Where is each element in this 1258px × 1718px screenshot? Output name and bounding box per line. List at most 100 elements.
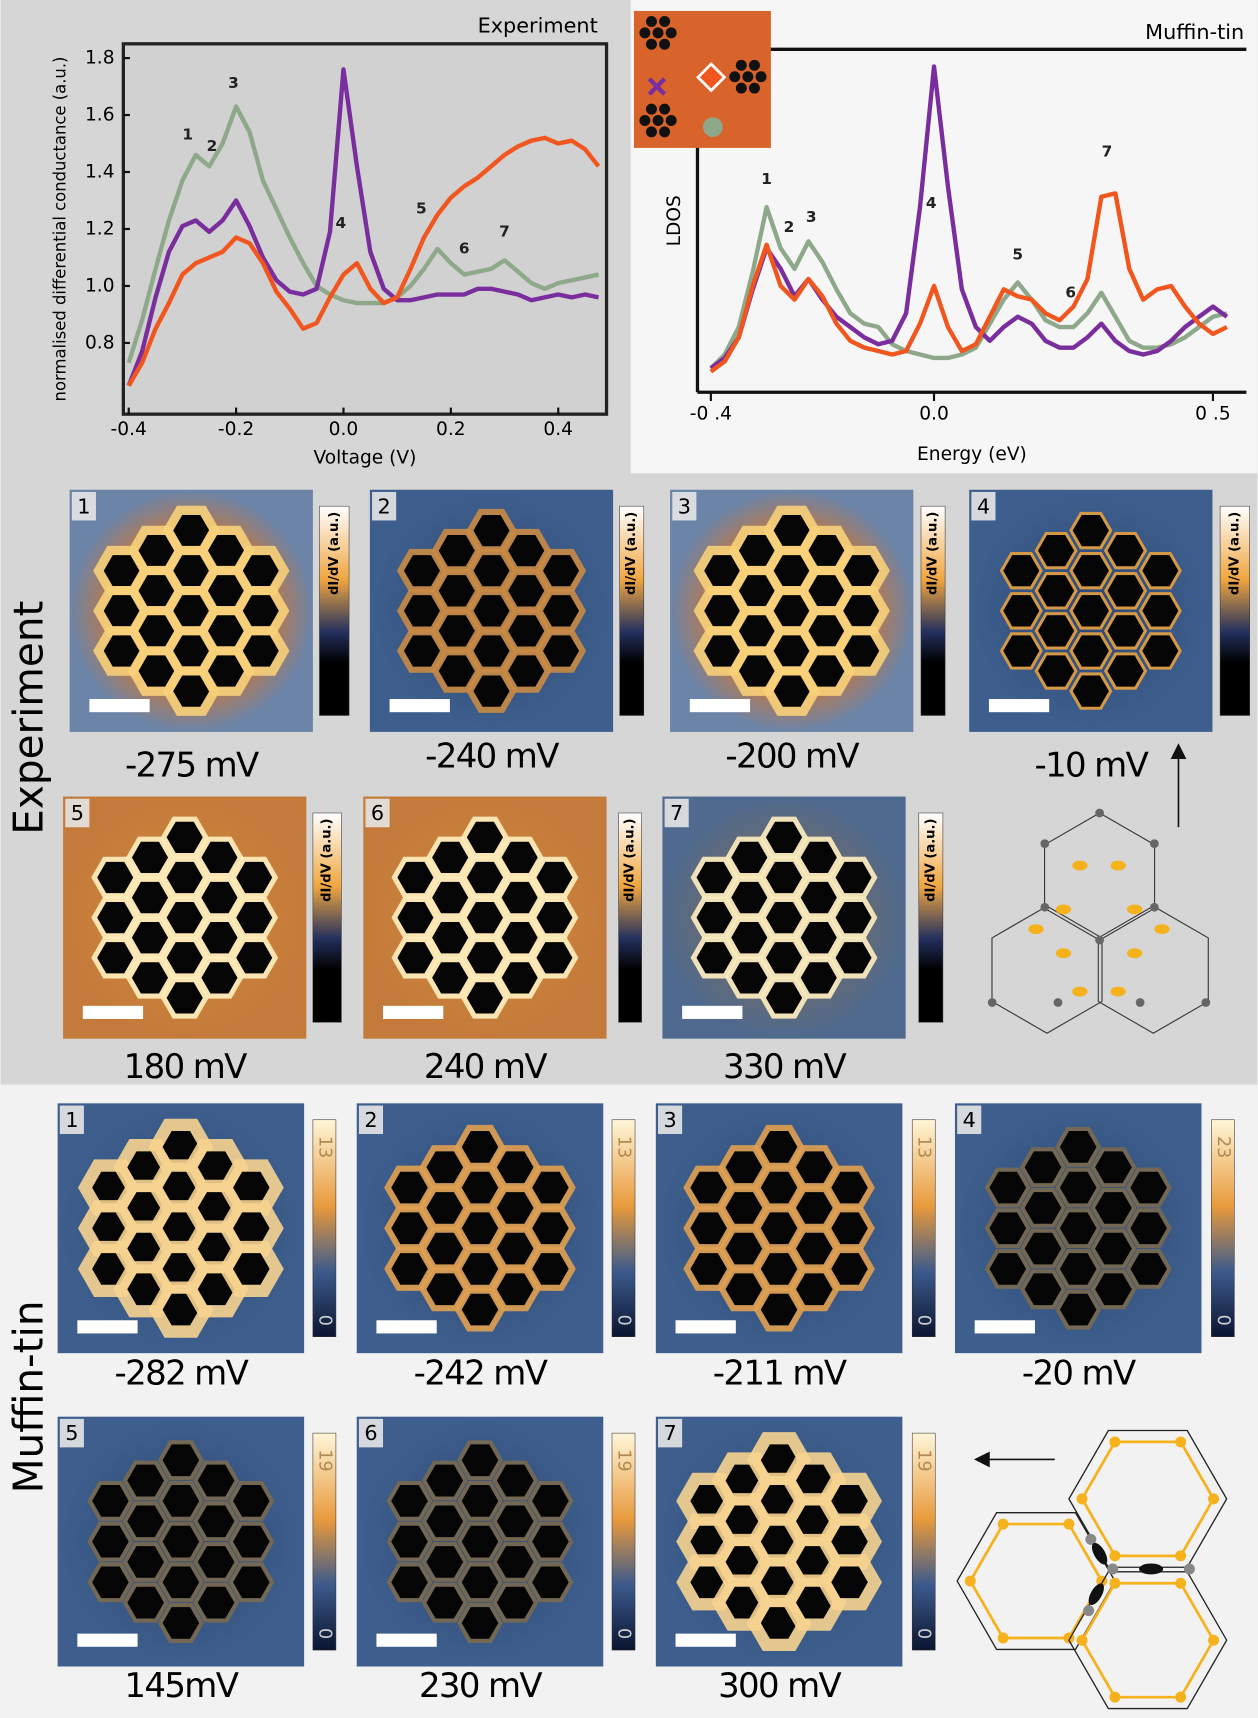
map-hole xyxy=(438,575,475,607)
map-ring xyxy=(456,1562,504,1603)
map-hole xyxy=(800,841,837,874)
map-ring xyxy=(788,1267,840,1312)
panel-index: 6 xyxy=(371,801,384,825)
map-hole xyxy=(704,635,741,667)
y-tick-label: 0.8 xyxy=(85,332,115,353)
map-ring xyxy=(794,957,843,999)
map-hole xyxy=(426,1273,464,1306)
map-ring xyxy=(492,1582,539,1623)
panel-index: 4 xyxy=(963,1108,976,1132)
y-tick-label: 1.0 xyxy=(85,275,115,296)
inset-dot xyxy=(659,103,671,115)
diagram-hex xyxy=(956,1512,1116,1651)
index-box xyxy=(971,491,996,521)
map-hole xyxy=(466,821,503,853)
orbital xyxy=(1055,904,1072,915)
inset-cross xyxy=(647,77,667,96)
map-hole xyxy=(461,1566,499,1599)
map-hole xyxy=(725,1586,763,1619)
map-ring xyxy=(1055,1167,1102,1208)
map-hole xyxy=(127,1151,165,1184)
map-hole xyxy=(103,555,140,587)
inset-dot xyxy=(748,82,760,94)
map-hole xyxy=(760,1485,798,1517)
peak-label: 3 xyxy=(228,74,239,92)
map-ring xyxy=(760,937,809,979)
map-hole xyxy=(197,1232,235,1265)
map-hole xyxy=(173,595,210,627)
site xyxy=(1040,902,1050,912)
colorbar-max: 19 xyxy=(914,1449,934,1471)
map-hole xyxy=(1003,555,1040,587)
map-ring xyxy=(195,957,244,999)
map-ring xyxy=(1019,1147,1067,1188)
plot-area xyxy=(709,64,1229,374)
x-tick-label: 0.0 xyxy=(329,419,359,440)
colorbar xyxy=(920,505,946,716)
map-ring xyxy=(122,1460,169,1501)
map-ring xyxy=(829,856,878,899)
map-hole xyxy=(725,1192,763,1224)
energy-label: -240 mV xyxy=(425,737,559,777)
map-hole xyxy=(760,1525,798,1558)
map-ring xyxy=(794,916,843,959)
panel-index: 7 xyxy=(663,1421,676,1445)
colorbar-max: 13 xyxy=(314,1136,334,1158)
map-hole xyxy=(432,841,469,874)
map-ring xyxy=(232,626,290,676)
map-hole xyxy=(1107,655,1144,687)
inset-dot xyxy=(748,59,760,71)
panel-index: 2 xyxy=(378,494,391,518)
map-hole xyxy=(391,1171,428,1204)
map-hole xyxy=(690,1485,727,1517)
map-hole xyxy=(989,1171,1027,1204)
colorbar-max: 23 xyxy=(1213,1136,1233,1158)
y-axis-title: normalised differential conductance (a.u… xyxy=(50,57,69,402)
map-hole xyxy=(138,615,175,647)
colorbar-min: 0 xyxy=(614,1628,634,1639)
peak-label: 4 xyxy=(335,214,346,232)
map-hole xyxy=(704,555,741,587)
map-hole xyxy=(773,595,810,627)
map-ring xyxy=(690,856,739,899)
site xyxy=(1135,998,1145,1007)
map-ring xyxy=(1034,652,1078,690)
map-ring xyxy=(1055,1248,1102,1289)
peak-label: 3 xyxy=(806,208,817,226)
map-hole xyxy=(831,1525,868,1558)
map-hole xyxy=(795,1586,833,1619)
map-hole xyxy=(233,1171,270,1204)
map-hole xyxy=(391,1485,428,1517)
map-hole xyxy=(426,1232,464,1265)
map-hole xyxy=(496,1586,534,1619)
x-tick-label: 0 .5 xyxy=(1195,404,1231,425)
map-ring xyxy=(122,1542,169,1582)
panel-index: 3 xyxy=(663,1108,676,1132)
x-tick-label: -0 .4 xyxy=(690,404,732,425)
map-hole xyxy=(765,942,803,974)
map-hole xyxy=(1072,675,1109,707)
inset-dot xyxy=(659,16,671,27)
colorbar-min: 0 xyxy=(914,1315,934,1326)
map-hole xyxy=(236,942,273,974)
peak-label: 4 xyxy=(926,194,937,212)
panel-index: 1 xyxy=(77,494,90,518)
map-ring xyxy=(87,1562,134,1603)
map-hole xyxy=(989,1253,1027,1285)
map-hole xyxy=(426,1505,464,1538)
map-ring xyxy=(1125,1167,1172,1208)
map-hole xyxy=(831,1253,868,1285)
map-hole xyxy=(197,1505,235,1538)
map-hole xyxy=(731,881,768,914)
map-ring xyxy=(999,632,1043,670)
map-hole xyxy=(1059,1212,1097,1245)
scale-bar xyxy=(77,1320,138,1334)
map-hole xyxy=(773,635,810,667)
map-hole xyxy=(473,514,510,547)
map-hole xyxy=(532,1253,569,1285)
map-ring xyxy=(193,1501,240,1542)
map-hole xyxy=(831,1212,868,1245)
map-ring xyxy=(1034,572,1078,610)
map-ring xyxy=(1019,1228,1067,1269)
map-hole xyxy=(773,675,810,707)
